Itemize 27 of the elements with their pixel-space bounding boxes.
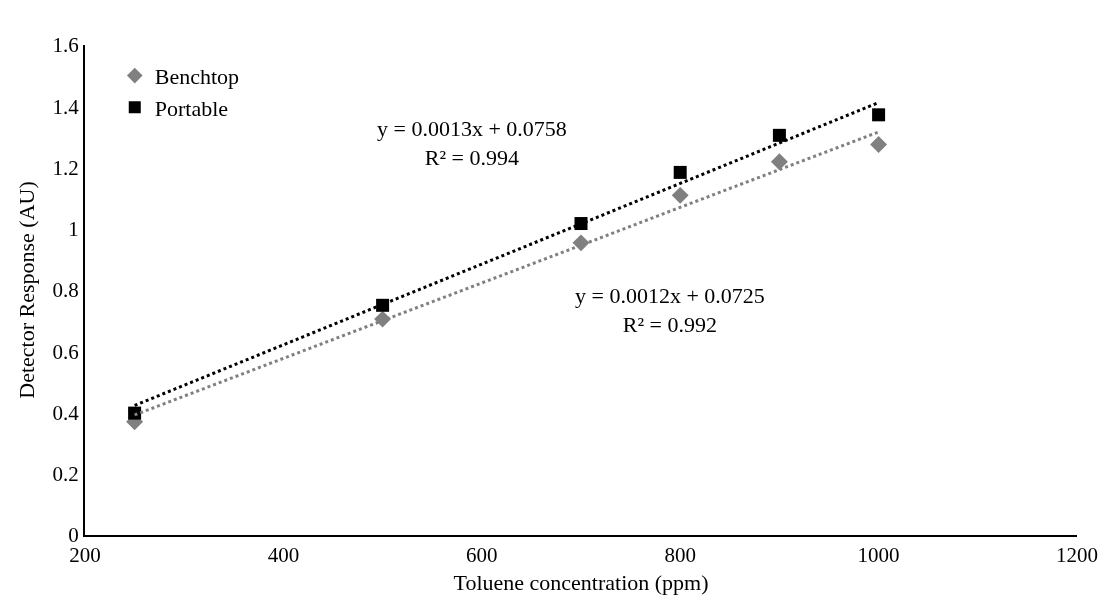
annotation: y = 0.0013x + 0.0758 R² = 0.994 xyxy=(377,116,567,170)
annotation: y = 0.0012x + 0.0725 R² = 0.992 xyxy=(575,283,765,337)
point xyxy=(673,165,687,179)
y-tick-label: 1.4 xyxy=(52,94,80,119)
y-tick-label: 1 xyxy=(68,217,79,242)
point xyxy=(870,136,888,153)
y-tick-label: 0.6 xyxy=(52,339,79,364)
x-axis-title: Toluene concentration (ppm) xyxy=(453,569,709,595)
y-tick-label: 1.6 xyxy=(52,33,79,58)
point xyxy=(872,108,886,122)
point xyxy=(671,186,689,204)
y-tick-label: 1.2 xyxy=(52,155,79,180)
x-tick-label: 1200 xyxy=(1056,543,1098,568)
legend-label: Portable xyxy=(154,95,229,121)
y-tick-label: 0.4 xyxy=(52,400,80,425)
legend-label: Benchtop xyxy=(154,64,240,90)
point xyxy=(772,128,786,142)
x-tick-label: 600 xyxy=(466,543,498,568)
y-tick-label: 0.2 xyxy=(52,462,79,487)
y-tick-label: 0.8 xyxy=(52,278,79,303)
point xyxy=(770,153,788,171)
x-tick-label: 800 xyxy=(664,543,696,568)
y-axis-title: Detector Response (AU) xyxy=(13,181,39,399)
x-tick-label: 1000 xyxy=(857,543,900,568)
point xyxy=(376,298,390,312)
point xyxy=(128,406,142,420)
x-tick-label: 400 xyxy=(267,543,300,568)
